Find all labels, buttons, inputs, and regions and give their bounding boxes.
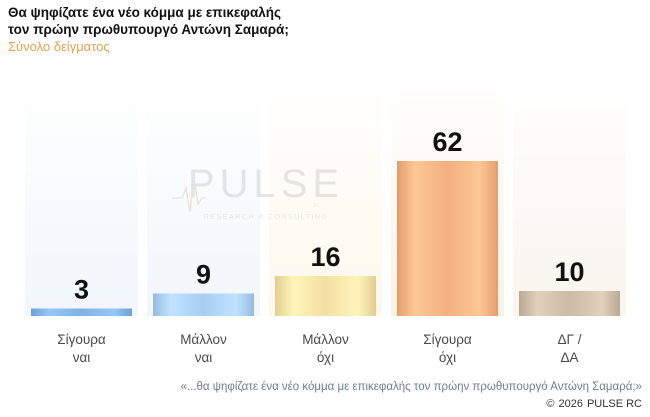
bar [519, 291, 620, 316]
bar [31, 308, 132, 316]
footer-copyright: © 2026 PULSE RC [542, 398, 642, 410]
pulse-wave-icon [172, 177, 206, 213]
column-background [25, 75, 138, 316]
category-label: όχι [317, 350, 334, 365]
column-background [147, 75, 260, 316]
category-label: ΔΑ [560, 350, 578, 365]
category-label: ΔΓ / [558, 332, 582, 347]
category-label: ναι [73, 350, 91, 365]
category-label: Μάλλον [302, 332, 349, 347]
chart-subtitle: Σύνολο δείγματος [8, 39, 110, 54]
bar [153, 293, 254, 316]
category-label: όχι [439, 350, 456, 365]
category-label: ναι [195, 350, 213, 365]
column-background [269, 75, 382, 316]
value-label: 9 [196, 260, 211, 290]
copyright-year: 2026 [558, 398, 583, 410]
category-labels: Σίγουρα ναι Μάλλον ναι Μάλλον όχι Σίγουρα όχι ΔΓ… [57, 332, 581, 365]
category-label: Σίγουρα [423, 332, 472, 347]
footer-question: «...θα ψηφίζατε ένα νέο κόμμα με επικεφα… [180, 381, 642, 393]
watermark-tagline: RESEARCH & CONSULTING [204, 212, 329, 221]
pulse-watermark: PULSE RC RESEARCH & CONSULTING [172, 162, 344, 221]
copyright-symbol: © [546, 398, 555, 410]
copyright-brand: PULSE RC [586, 398, 642, 410]
bar [275, 276, 376, 316]
watermark-brand: PULSE [188, 162, 344, 206]
value-label: 3 [74, 275, 89, 305]
bars [31, 161, 620, 316]
value-label: 62 [432, 127, 462, 157]
category-label: Σίγουρα [57, 332, 106, 347]
watermark-small: RC [313, 203, 321, 209]
value-label: 10 [554, 257, 584, 287]
column-background [513, 75, 626, 316]
chart-title: Θα ψηφίζατε ένα νέο κόμμα με επικεφαλής … [8, 4, 289, 38]
value-label: 16 [310, 242, 340, 272]
bar [397, 161, 498, 316]
chart-title-line-2: τον πρώην πρωθυπουργό Αντώνη Σαμαρά; [8, 22, 289, 37]
chart-title-line-1: Θα ψηφίζατε ένα νέο κόμμα με επικεφαλής [8, 5, 282, 20]
value-labels: 3 9 16 62 10 [74, 127, 585, 305]
category-label: Μάλλον [180, 332, 227, 347]
